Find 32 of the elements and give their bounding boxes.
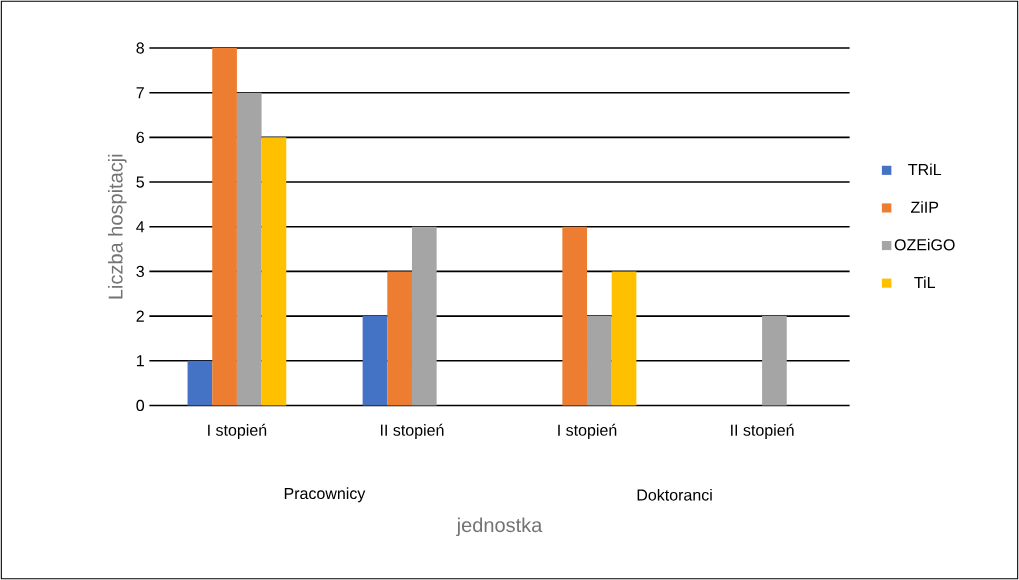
bar — [587, 316, 612, 406]
bar — [187, 360, 213, 406]
y-axis-title: Liczba hospitacji — [107, 154, 127, 299]
bar — [387, 271, 412, 406]
bar — [362, 316, 388, 406]
bar — [212, 47, 237, 406]
text: Pracownicy — [284, 487, 366, 503]
y-tick-label: 6 — [136, 131, 144, 143]
bar — [562, 226, 588, 406]
bar — [261, 137, 287, 406]
x-axis-title: jednostka — [456, 517, 543, 537]
x-tick-label: II stopień — [731, 423, 794, 439]
bar — [762, 316, 787, 406]
legend-label: ZiIP — [910, 201, 939, 213]
y-tick-label: 1 — [136, 355, 144, 367]
y-tick-label: 4 — [136, 221, 145, 233]
y-tick-label: 3 — [136, 265, 144, 277]
text: Doktoranci — [637, 488, 712, 501]
x-tick-label: II stopień — [380, 423, 444, 439]
y-tick-label: 8 — [136, 42, 144, 54]
bar — [236, 92, 262, 406]
legend-label: OZEiGO — [894, 238, 955, 251]
bar — [611, 271, 637, 406]
x-tick-label: I stopień — [558, 423, 617, 439]
y-tick-label: 7 — [136, 87, 144, 99]
legend-label: TiL — [914, 276, 935, 288]
x-tick-label: I stopień — [208, 423, 267, 439]
legend-label: TRiL — [908, 163, 942, 176]
y-tick-label: 0 — [136, 399, 145, 412]
y-tick-label: 5 — [136, 176, 144, 188]
bar — [411, 226, 437, 406]
y-tick-label: 2 — [136, 310, 144, 322]
